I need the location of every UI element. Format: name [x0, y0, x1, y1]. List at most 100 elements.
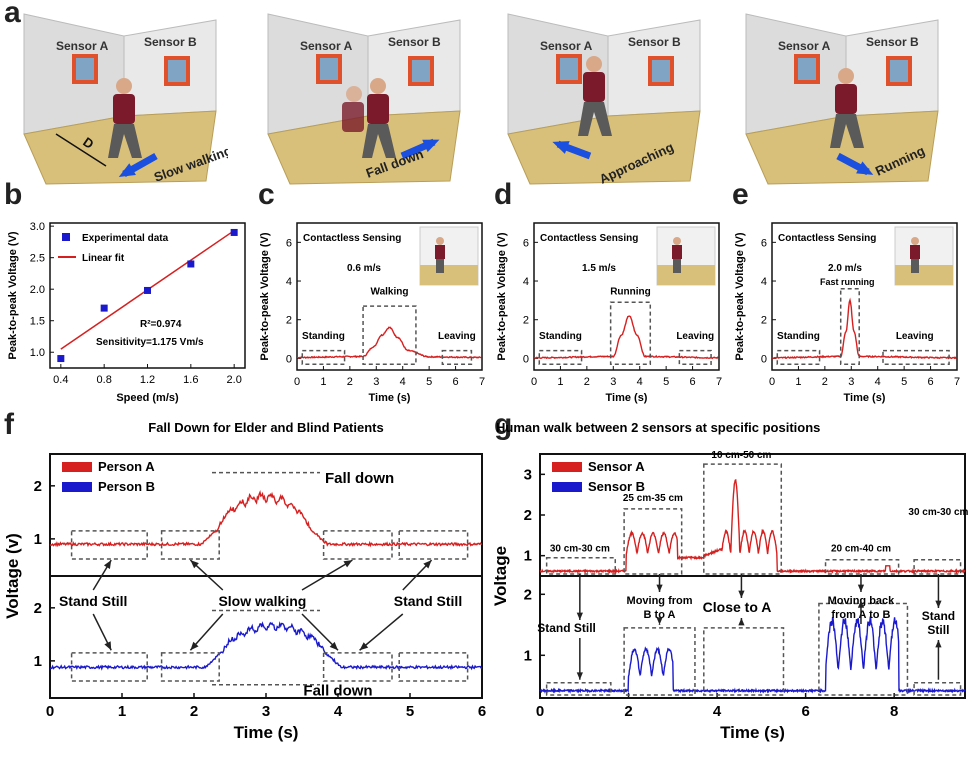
- direction-arrow-head: [118, 163, 136, 177]
- x-tick-label: 5: [901, 376, 907, 388]
- person-ghost-head: [346, 86, 362, 102]
- y-tick-label: 1.0: [30, 347, 45, 359]
- chart-d: 0 1 2 3 4 5 6 7 0 2 4 6 Time (s) Peak-to-peak Voltage…: [496, 222, 722, 404]
- y-tick-label: 1: [524, 548, 532, 565]
- region-label-top: 20 cm-40 cm: [831, 544, 891, 555]
- sensor-a-window: [316, 54, 342, 84]
- legend-label-sensor-b: Sensor B: [588, 479, 645, 494]
- speed-note: Fast running: [820, 277, 875, 287]
- annotation-label: Still: [927, 623, 949, 637]
- sensor-a-label: Sensor A: [56, 39, 109, 53]
- y-tick-label: 3.0: [30, 221, 45, 233]
- annotation-arrow-head: [190, 560, 199, 569]
- person-legs: [362, 124, 396, 158]
- sensor-b-label: Sensor B: [628, 35, 681, 49]
- annotation-arrow-head: [738, 590, 745, 598]
- annotation-stand-still-right: Stand Still: [394, 593, 462, 609]
- panel-letter-a: a: [4, 0, 21, 29]
- region-box: [609, 301, 652, 365]
- annotation-label: B to A: [644, 609, 676, 621]
- inset-person-legs: [436, 259, 444, 273]
- region-box-bottom: [623, 627, 696, 696]
- y-tick-label: 4: [761, 276, 767, 288]
- x-tick-label: 7: [954, 376, 960, 388]
- annotation-arrow-head: [857, 584, 865, 592]
- annotation-arrow-head: [935, 640, 942, 648]
- x-tick-label: 4: [334, 703, 343, 720]
- y-tick-label: 4: [523, 276, 529, 288]
- region-box-top: [824, 558, 900, 575]
- x-tick-label: 5: [663, 376, 669, 388]
- plot-frame: [296, 222, 483, 371]
- annotation-sensitivity: Sensitivity=1.175 Vm/s: [96, 337, 204, 348]
- legend-label-fit: Linear fit: [82, 253, 125, 264]
- x-tick-label: 4: [875, 376, 881, 388]
- person-head: [116, 78, 132, 94]
- x-tick-label: 2: [822, 376, 828, 388]
- x-tick-label: 3: [848, 376, 854, 388]
- sensor-b-trace: [539, 616, 966, 694]
- chart-b: 0.4 0.8 1.2 1.6 2.0 1.0 1.5 2.0 2.5 3.0 Speed (m/s…: [7, 221, 246, 404]
- inset-floor: [420, 265, 478, 285]
- region-box-bottom: [322, 652, 393, 682]
- person-head: [838, 68, 854, 84]
- chart-title: Contactless Sensing: [778, 233, 876, 244]
- panel-letter-c: c: [258, 178, 275, 211]
- x-tick-label: 1.6: [183, 374, 198, 386]
- panel-letter-b: b: [4, 178, 23, 211]
- y-tick-label: 0: [286, 353, 292, 365]
- region-label-top: 30 cm-30 cm: [550, 544, 610, 555]
- x-tick-label: 6: [453, 376, 459, 388]
- annotation-slow-walking: Slow walking: [218, 593, 306, 609]
- region-box-top: [322, 530, 393, 560]
- y-axis-label: Voltage (v): [3, 533, 22, 619]
- panel-letter-g: g: [494, 408, 513, 441]
- annotation-fall-down-top: Fall down: [325, 470, 394, 487]
- x-tick-label: 0: [531, 376, 537, 388]
- region-box: [441, 349, 473, 365]
- y-tick-label: 2.5: [30, 253, 45, 265]
- person-b-trace: [50, 621, 483, 671]
- inset-person-head: [436, 237, 444, 245]
- y-tick-label: 2: [761, 315, 767, 327]
- inset-floor: [657, 265, 715, 285]
- sensor-b-window: [164, 56, 190, 86]
- panel-letter-e: e: [732, 178, 749, 211]
- sensor-b-window: [648, 56, 674, 86]
- region-label: Standing: [539, 331, 582, 342]
- y-tick-label: 1: [34, 531, 42, 548]
- x-tick-label: 6: [478, 703, 486, 720]
- person-legs: [830, 114, 864, 148]
- annotation-arrow-head: [576, 612, 583, 620]
- inset-person-head: [673, 237, 681, 245]
- person-ghost-shirt: [342, 102, 364, 132]
- speed-label: 2.0 m/s: [828, 263, 862, 274]
- region-box-bottom: [913, 682, 962, 696]
- annotation-arrow-head: [359, 642, 369, 651]
- region-label-top: 30 cm-30 cm: [908, 507, 968, 518]
- legend-label-experimental: Experimental data: [82, 233, 169, 244]
- inset-floor: [895, 265, 953, 285]
- annotation-stand-still-left: Stand Still: [59, 593, 127, 609]
- signal-trace: [771, 297, 957, 360]
- x-tick-label: 1: [320, 376, 326, 388]
- region-box-bottom: [818, 602, 909, 696]
- person-shirt: [583, 72, 605, 102]
- y-tick-label: 3: [524, 466, 532, 483]
- data-point: [230, 228, 238, 236]
- signal-trace: [297, 326, 482, 359]
- legend-marker-person-b: [62, 482, 92, 492]
- x-tick-label: 0: [536, 703, 544, 720]
- region-label: Walking: [371, 287, 409, 298]
- region-box-bottom: [70, 652, 148, 682]
- x-tick-label: 4: [713, 703, 722, 720]
- x-tick-label: 0.8: [97, 374, 112, 386]
- annotation-arrow-head: [329, 641, 338, 651]
- region-box: [301, 349, 346, 365]
- annotation-label: Stand Still: [537, 621, 596, 635]
- sensor-a-window: [794, 54, 820, 84]
- region-box: [882, 349, 950, 365]
- chart-title: Contactless Sensing: [303, 233, 401, 244]
- sensor-b-label: Sensor B: [388, 35, 441, 49]
